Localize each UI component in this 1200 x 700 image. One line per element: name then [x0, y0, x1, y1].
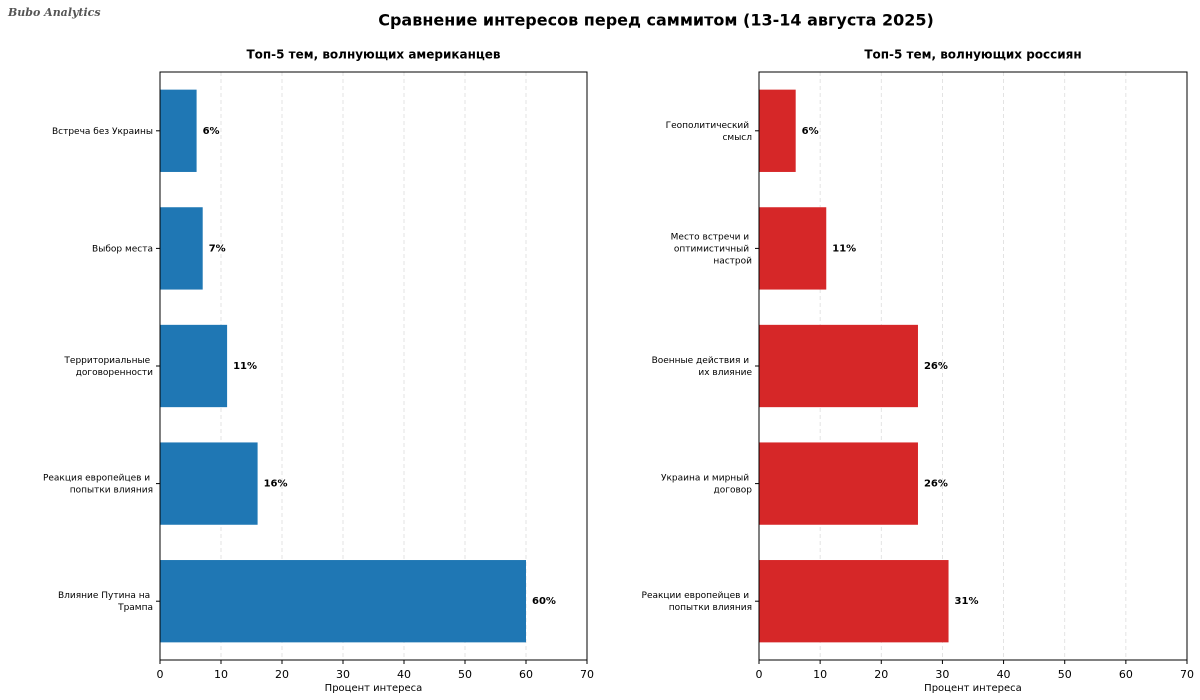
value-label: 26%: [924, 361, 948, 372]
x-tick-label: 20: [275, 668, 289, 681]
y-tick-label: Геополитический смысл: [666, 120, 752, 142]
value-label: 6%: [203, 126, 220, 137]
x-tick-label: 50: [1058, 668, 1072, 681]
x-tick-label: 40: [397, 668, 411, 681]
bar: [160, 207, 203, 290]
x-tick-label: 70: [1180, 668, 1194, 681]
bar: [160, 442, 258, 525]
x-tick-label: 60: [1119, 668, 1133, 681]
x-tick-label: 10: [813, 668, 827, 681]
value-label: 11%: [233, 361, 257, 372]
y-tick-label: Выбор места: [92, 244, 153, 254]
bar: [160, 560, 526, 643]
x-tick-label: 40: [997, 668, 1011, 681]
chart-title: Топ-5 тем, волнующих россиян: [864, 48, 1081, 62]
bar: [759, 207, 827, 290]
x-tick-label: 30: [336, 668, 350, 681]
plot-frame: [758, 71, 1188, 661]
y-tick-label: Военные действия и их влияние: [652, 356, 753, 378]
value-label: 11%: [832, 243, 856, 254]
chart-title: Топ-5 тем, волнующих американцев: [246, 48, 500, 62]
bar: [759, 560, 949, 643]
x-tick-label: 70: [580, 668, 594, 681]
suptitle: Сравнение интересов перед саммитом (13-1…: [378, 11, 934, 30]
bar: [759, 324, 918, 408]
value-label: 60%: [532, 596, 556, 607]
bar: [160, 89, 197, 172]
bar: [160, 324, 228, 408]
value-label: 16%: [264, 479, 288, 490]
bar: [759, 442, 918, 525]
x-tick-label: 20: [874, 668, 888, 681]
x-tick-label: 10: [214, 668, 228, 681]
x-tick-label: 30: [935, 668, 949, 681]
y-tick-label: Место встречи и оптимистичный настрой: [671, 232, 752, 266]
x-tick-label: 0: [157, 668, 164, 681]
value-label: 26%: [924, 479, 948, 490]
y-tick-label: Территориальные договоренности: [63, 356, 153, 378]
y-tick-label: Реакция европейцев и попытки влияния: [43, 473, 153, 495]
x-tick-label: 0: [756, 668, 763, 681]
x-tick-label: 60: [519, 668, 533, 681]
value-label: 6%: [802, 126, 819, 137]
value-label: 7%: [209, 243, 226, 254]
x-tick-label: 50: [458, 668, 472, 681]
y-tick-label: Влияние Путина на Трампа: [58, 591, 153, 613]
value-label: 31%: [955, 596, 979, 607]
watermark: Bubo Analytics: [7, 6, 101, 19]
x-axis-label: Процент интереса: [924, 683, 1022, 694]
bar: [759, 89, 796, 172]
y-tick-label: Украина и мирный договор: [661, 473, 752, 495]
x-axis-label: Процент интереса: [325, 683, 423, 694]
y-tick-label: Встреча без Украины: [52, 126, 153, 136]
y-tick-label: Реакции европейцев и попытки влияния: [642, 591, 752, 613]
plot-frame: [159, 71, 588, 661]
